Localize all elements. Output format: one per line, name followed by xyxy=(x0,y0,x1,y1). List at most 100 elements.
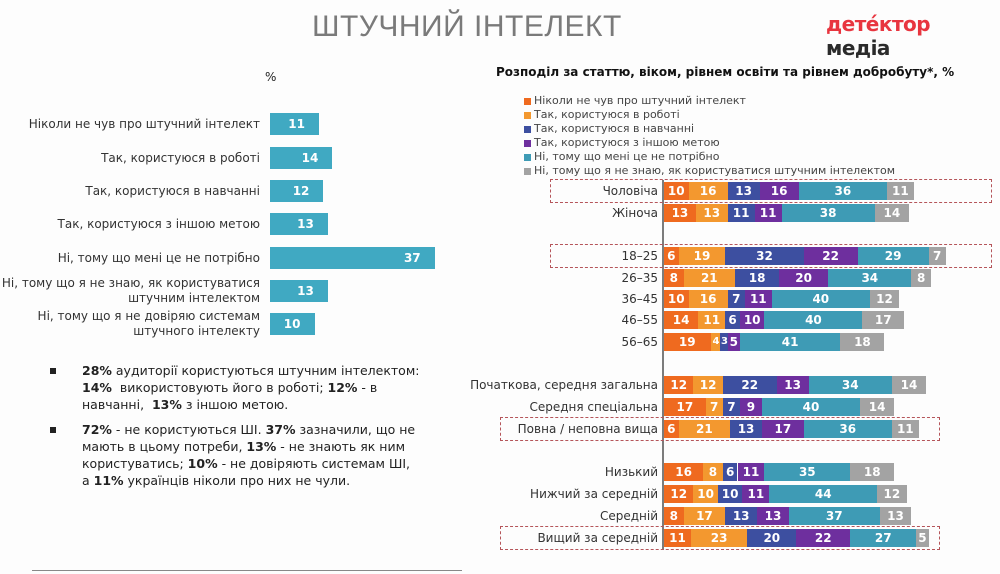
segment-value-label: 8 xyxy=(708,465,718,479)
row-label: Повна / неповна вища xyxy=(517,422,658,436)
bar-segment: 11 xyxy=(744,290,772,308)
bar-segment: 19 xyxy=(678,247,726,265)
legend-swatch xyxy=(524,125,531,133)
highlight-box xyxy=(500,526,940,550)
note-highlight: 37% xyxy=(265,422,296,437)
note-highlight: 13% xyxy=(151,397,182,412)
bar-segment: 44 xyxy=(769,485,878,503)
bar-segment: 17 xyxy=(862,311,905,329)
segment-value-label: 16 xyxy=(699,292,717,306)
segment-value-label: 7 xyxy=(710,400,719,414)
bullet-square-icon xyxy=(50,368,56,374)
bar-segment: 8 xyxy=(664,269,684,287)
highlight-box xyxy=(550,244,992,268)
bar-segment: 10 xyxy=(664,182,689,200)
segment-value-label: 8 xyxy=(669,509,678,523)
bar-category-label-line: Так, користуюся в навчанні xyxy=(85,183,260,198)
segment-value-label: 10 xyxy=(743,313,761,327)
bar-category-label-line: Ні, тому що я не довіряю системам xyxy=(37,309,260,323)
note-text: українців ніколи про них не чули. xyxy=(123,473,351,488)
note-highlight: 10% xyxy=(187,456,218,471)
row-label: 36–45 xyxy=(621,292,658,306)
bar-segment: 4 xyxy=(710,333,721,351)
segment-value-label: 11 xyxy=(896,422,914,436)
segment-value-label: 4 xyxy=(712,336,719,347)
note-text: аудиторії користуються штучним інтелекто… xyxy=(111,363,420,378)
note-highlight: 72% xyxy=(82,422,112,437)
segment-value-label: 44 xyxy=(814,487,832,501)
row-label: 46–55 xyxy=(621,313,658,327)
segment-value-label: 11 xyxy=(749,292,767,306)
bar-category-label: Ні, тому що я не довіряю системам штучног… xyxy=(0,309,260,339)
segment-value-label: 32 xyxy=(756,249,773,263)
bar-segment: 9 xyxy=(739,398,762,416)
legend-item: Ніколи не чув про штучний інтелект xyxy=(524,94,895,108)
bar-segment: 12 xyxy=(664,485,694,503)
note-item: 28% аудиторії користуються штучним інтел… xyxy=(40,362,440,413)
legend-swatch xyxy=(524,167,531,175)
segment-value-label: 10 xyxy=(721,487,739,501)
segment-value-label: 13 xyxy=(784,378,801,392)
segment-value-label: 5 xyxy=(729,335,738,349)
segment-value-label: 11 xyxy=(759,206,777,220)
bar-segment: 22 xyxy=(796,529,851,547)
note-text: - не знають як ним xyxy=(276,439,406,454)
segment-value-label: 6 xyxy=(667,422,676,436)
highlight-box xyxy=(550,179,992,203)
bar: 10 xyxy=(270,313,315,335)
bar-value-label: 14 xyxy=(301,151,319,165)
segment-value-label: 16 xyxy=(675,465,692,479)
bar-segment: 18 xyxy=(735,269,780,287)
segment-value-label: 17 xyxy=(874,313,892,327)
bar-segment: 27 xyxy=(850,529,917,547)
left-chart-unit: % xyxy=(265,70,277,84)
segment-value-label: 35 xyxy=(798,465,816,479)
row-label: Жіноча xyxy=(612,206,658,220)
bar-segment: 7 xyxy=(705,398,723,416)
legend-item: Так, користуюся з іншою метою xyxy=(524,136,895,150)
bar-segment: 36 xyxy=(798,182,887,200)
bar-segment: 21 xyxy=(683,269,736,287)
bar-segment: 6 xyxy=(664,420,679,438)
bar: 37 xyxy=(270,247,435,269)
bar-segment: 23 xyxy=(690,529,748,547)
bar-segment: 13 xyxy=(730,420,762,438)
right-chart-title: Розподіл за статтю, віком, рівнем освіти… xyxy=(496,65,955,79)
segment-value-label: 8 xyxy=(669,271,678,285)
bar-value-label: 10 xyxy=(283,317,301,331)
note-text: - не користуються ШІ. xyxy=(111,422,266,437)
legend-swatch xyxy=(524,139,531,147)
bar-segment: 12 xyxy=(664,376,694,394)
segment-value-label: 14 xyxy=(900,378,918,392)
row-label: Нижчий за середній xyxy=(530,487,658,501)
bar-segment: 11 xyxy=(727,204,755,222)
segment-value-label: 29 xyxy=(884,249,902,263)
bar-value-label: 37 xyxy=(403,251,421,265)
bar: 13 xyxy=(270,280,328,302)
bar-segment: 20 xyxy=(779,269,829,287)
segment-value-label: 18 xyxy=(854,335,871,349)
row-label: Початкова, середня загальна xyxy=(470,378,658,392)
logo-text-detector: детéктор xyxy=(826,12,931,36)
segment-value-label: 13 xyxy=(732,509,750,523)
bar-segment: 13 xyxy=(879,507,912,525)
note-item: 72% - не користуються ШІ. 37% зазначили,… xyxy=(40,421,440,489)
bar-segment: 34 xyxy=(808,376,892,394)
segment-value-label: 20 xyxy=(795,271,812,285)
bar-segment: 13 xyxy=(695,204,728,222)
bar-segment: 6 xyxy=(725,311,740,329)
bar-segment: 40 xyxy=(771,290,870,308)
bar-segment: 5 xyxy=(916,529,929,547)
note-text: використовують його в роботі; xyxy=(111,380,328,395)
segment-value-label: 27 xyxy=(874,531,892,545)
segment-value-label: 11 xyxy=(732,206,750,220)
bar-segment: 35 xyxy=(764,463,851,481)
segment-value-label: 3 xyxy=(721,336,728,347)
bar-segment: 36 xyxy=(803,420,892,438)
highlight-box xyxy=(500,417,940,441)
bar-segment: 17 xyxy=(683,507,726,525)
segment-value-label: 13 xyxy=(737,422,755,436)
segment-value-label: 16 xyxy=(699,184,717,198)
segment-value-label: 16 xyxy=(770,184,788,198)
bar-category-label: Ніколи не чув про штучний інтелект xyxy=(0,117,260,132)
